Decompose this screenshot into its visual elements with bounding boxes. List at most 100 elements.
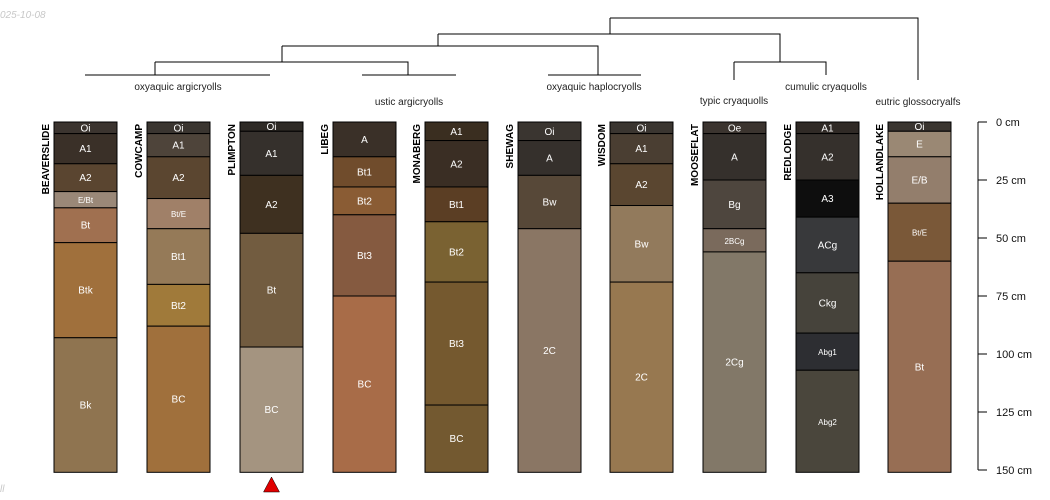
horizon-block [53, 133, 118, 165]
profile-name: LIBEG [320, 124, 331, 155]
footer-stamp: ll [0, 484, 5, 495]
soil-profile: Oi A1 A2 Bw 2C WISDOM [597, 121, 674, 473]
horizon-label: Bt [915, 362, 925, 373]
horizon-block [795, 332, 860, 371]
depth-axis: 0 cm 25 cm 50 cm 75 cm 100 cm 125 cm 150 cm [977, 117, 1032, 477]
dendrogram-branch [437, 33, 781, 62]
horizon-label: ACg [818, 240, 837, 251]
horizon-label: A2 [172, 173, 185, 184]
horizon-block [424, 404, 489, 473]
horizon-label: A2 [79, 173, 92, 184]
horizon-label: E/B [911, 176, 927, 187]
depth-tick-label: 50 cm [996, 233, 1026, 245]
horizon-label: Bt1 [357, 167, 372, 178]
dendrogram-branch [154, 61, 409, 75]
horizon-block [53, 207, 118, 244]
horizon-label: Bt2 [357, 196, 372, 207]
horizon-block [239, 130, 304, 176]
horizon-label: A [546, 153, 553, 164]
horizon-label: BC [172, 395, 186, 406]
horizon-label: Bt3 [357, 251, 372, 262]
horizon-block [887, 260, 952, 473]
taxon-label: oxyaquic haplocryolls [546, 82, 641, 93]
horizon-block [702, 133, 767, 181]
date-stamp: 025-10-08 [0, 10, 46, 21]
horizon-block [887, 202, 952, 262]
horizon-label: Bt/E [912, 229, 927, 238]
soil-profile: Oi A Bw 2C SHEWAG [505, 121, 582, 473]
dendrogram [85, 17, 919, 80]
horizon-label: Bt3 [449, 339, 464, 350]
horizon-label: A1 [265, 149, 278, 160]
horizon-block [239, 232, 304, 348]
horizon-label: BC [265, 405, 279, 416]
horizon-label: A1 [172, 141, 185, 152]
profile-name: REDLODGE [783, 124, 794, 181]
profile-name: SHEWAG [505, 124, 516, 169]
horizon-label: 2BCg [724, 237, 744, 246]
horizon-label: Bt2 [449, 247, 464, 258]
horizon-label: A1 [450, 127, 463, 138]
horizon-label: 2C [543, 346, 556, 357]
horizon-block [609, 281, 674, 473]
horizon-label: BC [358, 380, 372, 391]
horizon-block [239, 174, 304, 234]
dendrogram-branch [281, 45, 599, 75]
soil-profile: A1 A2 A3 ACg Ckg Abg1 Abg2 REDLODGE [783, 121, 860, 473]
horizon-label: A [731, 152, 738, 163]
marker-triangle-icon [263, 476, 280, 493]
horizon-label: A2 [450, 159, 463, 170]
horizon-label: A1 [821, 123, 834, 134]
horizon-label: Bg [728, 200, 740, 211]
depth-tick-label: 0 cm [996, 117, 1020, 129]
horizon-block [146, 198, 211, 230]
depth-tick-label: 75 cm [996, 291, 1026, 303]
horizon-block [146, 325, 211, 473]
profile-name: MONABERG [412, 124, 423, 184]
horizon-block [795, 369, 860, 473]
horizon-block [887, 156, 952, 204]
horizon-label: Bt [267, 286, 277, 297]
horizon-block [146, 283, 211, 327]
horizon-label: Bt [81, 221, 91, 232]
horizon-label: Oi [637, 123, 647, 134]
taxon-label: typic cryaquolls [700, 96, 768, 107]
horizon-label: Oe [728, 123, 742, 134]
depth-tick-label: 125 cm [996, 407, 1032, 419]
horizon-label: Bw [543, 198, 558, 209]
dendrogram-root-branch [609, 17, 919, 80]
profile-name: BEAVERSLIDE [41, 124, 52, 195]
depth-tick-label: 150 cm [996, 465, 1032, 477]
horizon-label: 2C [635, 373, 648, 384]
soil-profile: A1 A2 Bt1 Bt2 Bt3 BC MONABERG [412, 121, 489, 473]
horizon-label: A3 [821, 194, 834, 205]
horizon-label: BC [450, 434, 464, 445]
horizon-label: Bt1 [449, 200, 464, 211]
soil-profile: Oi A1 A2 Bt BC PLIMPTON [227, 121, 304, 473]
taxon-label: oxyaquic argicryolls [134, 82, 221, 93]
horizon-label: Bt/E [171, 210, 186, 219]
profile-name: MOOSEFLAT [690, 124, 701, 186]
taxon-label: eutric glossocryalfs [875, 97, 960, 108]
horizon-label: Oi [174, 123, 184, 134]
soil-profile: Oi A1 A2 Bt/E Bt1 Bt2 BC COWCAMP [134, 121, 211, 473]
horizon-label: E [916, 140, 923, 151]
depth-tick-label: 25 cm [996, 175, 1026, 187]
soil-profile: Oi E E/B Bt/E Bt HOLLANDLAKE [875, 121, 952, 473]
depth-tick-label: 100 cm [996, 349, 1032, 361]
horizon-block [332, 295, 397, 473]
taxon-label: cumulic cryaquolls [785, 82, 867, 93]
horizon-label: Oi [545, 127, 555, 138]
taxon-label: ustic argicryolls [375, 97, 443, 108]
horizon-block [795, 272, 860, 334]
horizon-block [795, 216, 860, 274]
horizon-label: Bt1 [171, 252, 186, 263]
horizon-block [53, 337, 118, 473]
horizon-block [332, 186, 397, 216]
horizon-label: 2Cg [725, 358, 743, 369]
horizon-label: A1 [79, 144, 92, 155]
profile-name: WISDOM [597, 124, 608, 166]
horizon-block [424, 140, 489, 188]
soil-profile: A Bt1 Bt2 Bt3 BC LIBEG [320, 121, 397, 473]
